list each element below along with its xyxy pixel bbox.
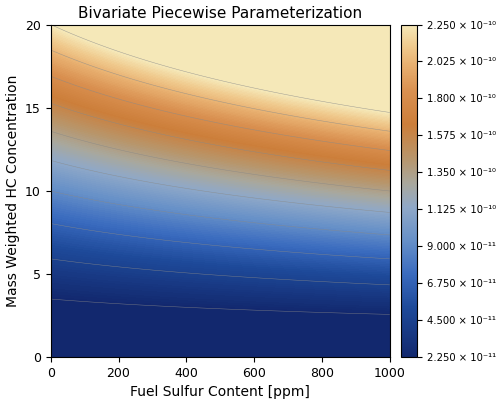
X-axis label: Fuel Sulfur Content [ppm]: Fuel Sulfur Content [ppm]: [130, 386, 310, 399]
Y-axis label: Mass Weighted HC Concentration: Mass Weighted HC Concentration: [6, 75, 20, 307]
Title: Bivariate Piecewise Parameterization: Bivariate Piecewise Parameterization: [78, 6, 362, 21]
